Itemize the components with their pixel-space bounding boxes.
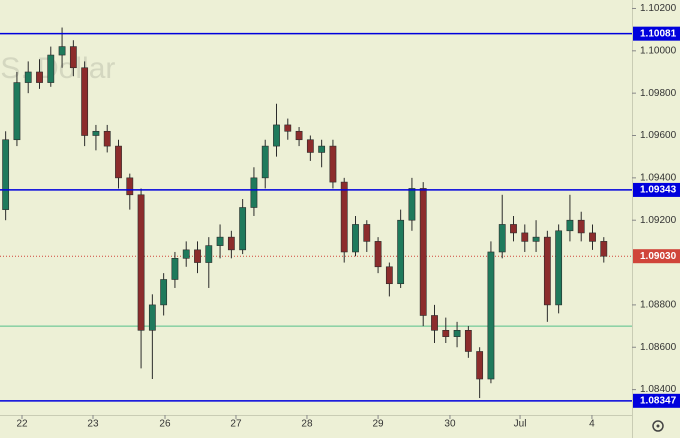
candle-body — [81, 67, 89, 136]
y-tick-label: 1.09600 — [640, 130, 677, 141]
level-label: 1.10081 — [640, 28, 677, 39]
candle-body — [453, 330, 461, 337]
candle-body — [352, 224, 359, 253]
x-tick-label: 30 — [444, 419, 456, 430]
candle-body — [273, 124, 280, 147]
candle-body — [205, 245, 213, 263]
price-label-box — [633, 249, 680, 264]
candle-body — [476, 351, 484, 380]
y-tick-label: 1.08800 — [640, 300, 677, 311]
candle-body — [408, 188, 416, 221]
candle-body — [58, 46, 66, 56]
x-tick-label: 29 — [373, 419, 385, 430]
candle-body — [250, 177, 258, 208]
candle-body — [216, 236, 224, 246]
level-label-box — [633, 393, 680, 408]
x-tick-label: 28 — [301, 419, 313, 430]
gear-icon[interactable] — [652, 420, 664, 432]
candle-body — [194, 249, 201, 263]
level-label-box — [633, 182, 680, 197]
y-tick-label: 1.08600 — [640, 342, 677, 353]
level-label: 1.08347 — [640, 395, 677, 406]
candle-body — [284, 124, 292, 132]
candle-body — [487, 251, 495, 380]
level-label: 1.09343 — [640, 185, 677, 196]
candle-body — [261, 145, 269, 179]
watermark: .S. Dollar — [0, 52, 115, 85]
candle-body — [397, 219, 405, 285]
candle-body — [498, 224, 506, 253]
candle-body — [24, 71, 32, 83]
candle-body — [171, 258, 179, 280]
candle-body — [227, 236, 235, 251]
candle-body — [2, 139, 10, 210]
y-tick-label: 1.09200 — [640, 215, 677, 226]
candle-body — [543, 236, 551, 306]
y-tick-label: 1.09800 — [640, 88, 677, 99]
candle-body — [160, 279, 168, 306]
y-tick-label: 1.09400 — [640, 172, 677, 183]
x-tick-label: 22 — [16, 419, 28, 430]
candle-body — [318, 145, 326, 153]
candle-body — [103, 130, 111, 147]
x-tick-label: 23 — [87, 419, 99, 430]
candle-body — [419, 188, 427, 316]
candle-body — [295, 130, 303, 141]
x-tick-label: Jul — [514, 419, 527, 430]
y-tick-label: 1.08400 — [640, 384, 677, 395]
candle-body — [464, 330, 472, 352]
settings-button[interactable] — [652, 420, 664, 432]
candle-body — [532, 236, 540, 242]
x-tick-label: 26 — [159, 419, 171, 430]
candle-body — [47, 54, 55, 83]
candle-body — [363, 224, 371, 242]
candle-body — [374, 241, 382, 268]
candle-body — [306, 139, 314, 153]
candle-body — [555, 230, 563, 306]
candle-body — [92, 130, 100, 136]
candle-body — [600, 241, 608, 257]
gear-center[interactable] — [656, 424, 660, 428]
x-tick-label: 4 — [589, 419, 595, 430]
y-tick-label: 1.10200 — [640, 3, 677, 14]
candle-body — [589, 232, 596, 242]
candle-body — [577, 219, 585, 234]
x-tick-label: 27 — [230, 419, 242, 430]
candle-body — [385, 266, 393, 285]
candle-body — [115, 145, 122, 179]
candle-body — [329, 145, 337, 183]
candle-body — [13, 82, 21, 141]
candle-body — [182, 249, 190, 259]
candle-body — [36, 71, 43, 83]
candle-body — [126, 177, 134, 196]
price-label: 1.09030 — [640, 251, 677, 262]
y-tick-label: 1.10000 — [640, 45, 677, 56]
candle-body — [137, 194, 145, 331]
candle-body — [521, 232, 529, 242]
candle-body — [431, 315, 438, 331]
candle-body — [442, 330, 450, 337]
candle-body — [566, 219, 574, 232]
candle-body — [69, 46, 77, 69]
level-label-box — [633, 26, 680, 41]
candle-body — [340, 181, 348, 253]
candle-body — [510, 224, 517, 234]
candle-body — [239, 207, 247, 251]
candle-body — [148, 304, 156, 331]
